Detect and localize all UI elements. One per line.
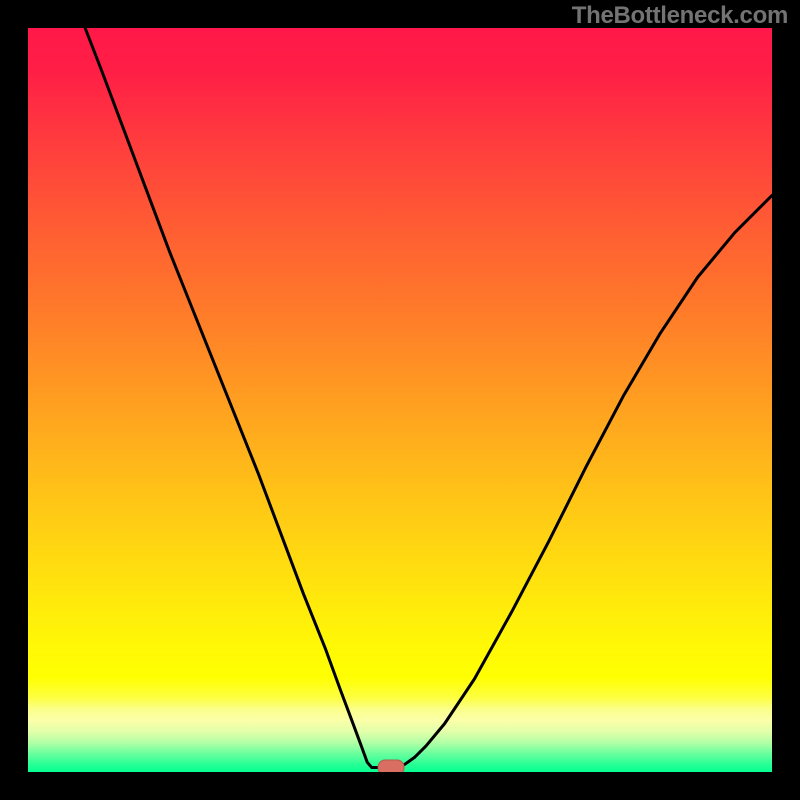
chart-background [28,28,772,772]
optimal-point-marker [378,760,404,772]
chart-plot-area [28,28,772,772]
watermark-text: TheBottleneck.com [572,2,788,30]
bottleneck-chart-svg [28,28,772,772]
